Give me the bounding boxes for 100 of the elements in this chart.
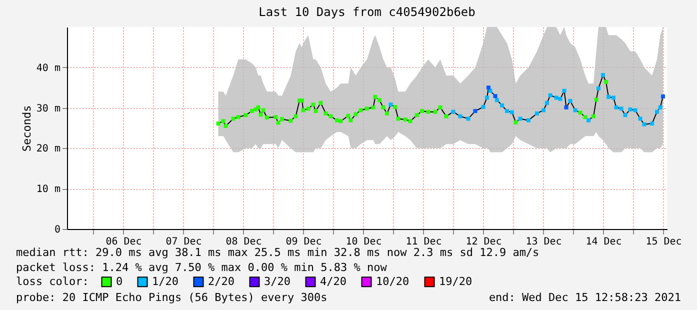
x-tick-label: 13 Dec [526,236,562,248]
point [403,118,408,122]
legend-label: 2/20 [208,274,234,288]
point [358,108,363,112]
point [338,119,343,124]
point [485,96,489,100]
text: packet loss: 1.24 % avg 7.50 % max 0.00 % min 5.83 % now [16,261,388,274]
point [628,107,632,112]
point [586,118,590,122]
x-tick-label: 12 Dec [466,236,502,248]
point [500,103,504,108]
point [614,105,618,110]
point [638,116,642,121]
point [458,114,462,118]
point [655,110,659,114]
x-tick-label: 07 Dec [166,236,202,248]
point [514,120,518,124]
x-tick-label: 14 Dec [586,236,622,248]
point [433,110,438,114]
point [658,105,662,110]
point [596,86,600,90]
point [642,122,646,126]
point [335,118,339,122]
x-tick-label: 06 Dec [106,236,142,248]
point [554,96,558,100]
point [466,116,470,121]
point [348,118,353,122]
x-tick-label: 10 Dec [346,236,382,248]
legend-label: 19/20 [439,274,472,288]
y-tick-label: 30 m [36,103,60,114]
point [365,106,369,111]
point [346,114,350,118]
legend-label: 10/20 [376,274,410,288]
point [633,108,638,112]
point [265,115,269,120]
point [250,109,254,114]
point [526,118,530,122]
line-series [218,74,664,126]
y-axis-title: Seconds [20,105,34,152]
point [221,119,226,124]
point [535,111,539,116]
point [244,113,248,118]
point [311,102,316,107]
point [505,109,509,114]
point [381,105,386,110]
point [224,124,228,128]
y-tick-label: 40 m [36,62,60,74]
text: median rtt: 29.0 ms avg 38.1 ms max 25.5 ms min 32.8 ms now 2.3 ms sd 12.9 am/s [16,246,540,259]
legend-title: loss color: [16,275,89,288]
point [306,106,310,111]
x-tick-label: 08 Dec [226,236,262,248]
point [354,112,358,116]
point [558,96,562,101]
point [396,116,400,121]
point [481,104,486,109]
point [604,80,608,84]
point [542,108,546,112]
point [661,94,665,98]
point [486,86,490,90]
point [488,88,492,93]
point [288,118,293,123]
point [594,98,598,102]
point [385,111,389,116]
legend-label: 4/20 [320,274,346,288]
legend-label: 3/20 [264,274,290,288]
point [578,110,582,115]
point [612,96,616,100]
point [408,119,412,124]
point [373,94,378,99]
point [216,122,220,126]
point [415,113,419,118]
point [564,105,568,110]
text: end: Wed Dec 15 12:58:23 2021 [488,291,681,304]
point [314,109,318,114]
point [493,94,498,98]
y-tick-label: 20 m [36,144,60,155]
x-tick-label: 15 Dec [646,236,682,248]
point [371,105,376,110]
point [256,105,260,110]
point [328,114,333,118]
point [444,114,448,118]
point [606,94,610,99]
point [619,106,624,111]
point [548,93,552,98]
point [473,109,478,114]
point [623,113,628,118]
legend-label: 1/20 [152,274,178,288]
point [388,102,393,107]
point [583,115,588,120]
point [451,110,456,114]
point [231,116,236,121]
point [495,98,499,102]
point [562,88,566,93]
text: probe: 20 ICMP Echo Pings (56 Bytes) every 300s [16,291,328,304]
point [276,120,280,125]
point [301,108,306,112]
point [438,105,442,110]
point [650,122,654,126]
x-tick-label: 09 Dec [286,236,322,248]
chart-title: Last 10 Days from c4054902b6eb [258,5,476,19]
